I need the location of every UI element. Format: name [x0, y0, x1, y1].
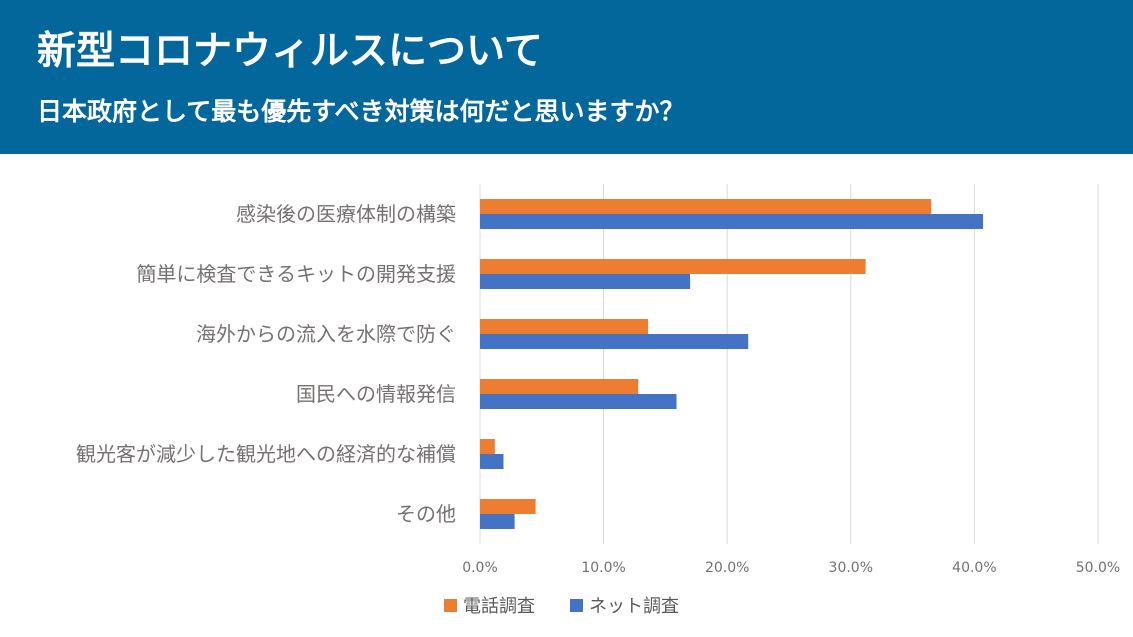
- bar-net: [480, 394, 677, 409]
- category-label: 簡単に検査できるキットの開発支援: [136, 262, 456, 286]
- bar-phone: [480, 259, 866, 274]
- category-label: 海外からの流入を水際で防ぐ: [196, 322, 456, 346]
- bar-phone: [480, 439, 495, 454]
- bar-phone: [480, 379, 639, 394]
- page-title: 新型コロナウィルスについて: [37, 29, 543, 74]
- bar-net: [480, 454, 504, 469]
- legend-label: ネット調査: [589, 596, 679, 617]
- legend-swatch: [570, 599, 583, 612]
- legend-label: 電話調査: [463, 596, 535, 617]
- bar-net: [480, 274, 691, 289]
- bar-phone: [480, 199, 932, 214]
- bar-phone: [480, 499, 536, 514]
- x-tick-label: 40.0%: [952, 560, 996, 576]
- category-label: 国民への情報発信: [296, 382, 456, 406]
- category-label: その他: [396, 502, 456, 526]
- x-tick-label: 0.0%: [462, 560, 498, 576]
- bar-net: [480, 214, 984, 229]
- bar-net: [480, 334, 749, 349]
- header-banner: 新型コロナウィルスについて 日本政府として最も優先すべき対策は何だと思いますか？: [0, 0, 1133, 154]
- bar-phone: [480, 319, 649, 334]
- x-tick-label: 30.0%: [829, 560, 873, 576]
- category-label: 感染後の医療体制の構築: [236, 202, 456, 226]
- category-label: 観光客が減少した観光地への経済的な補償: [76, 442, 456, 466]
- page-subtitle: 日本政府として最も優先すべき対策は何だと思いますか？: [37, 97, 685, 126]
- x-tick-label: 10.0%: [581, 560, 625, 576]
- x-tick-label: 20.0%: [705, 560, 749, 576]
- x-tick-label: 50.0%: [1076, 560, 1120, 576]
- legend-swatch: [444, 599, 457, 612]
- bar-net: [480, 514, 515, 529]
